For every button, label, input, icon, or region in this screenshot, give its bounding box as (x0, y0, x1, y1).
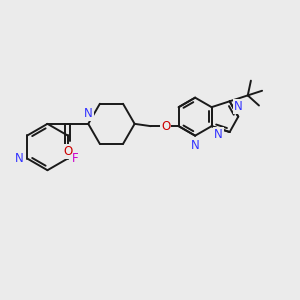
Text: N: N (191, 139, 200, 152)
Text: N: N (84, 107, 93, 120)
Text: F: F (71, 152, 78, 165)
Text: N: N (214, 128, 223, 141)
Text: N: N (15, 152, 23, 165)
Text: O: O (63, 145, 73, 158)
Text: N: N (234, 100, 243, 113)
Text: O: O (161, 120, 171, 133)
